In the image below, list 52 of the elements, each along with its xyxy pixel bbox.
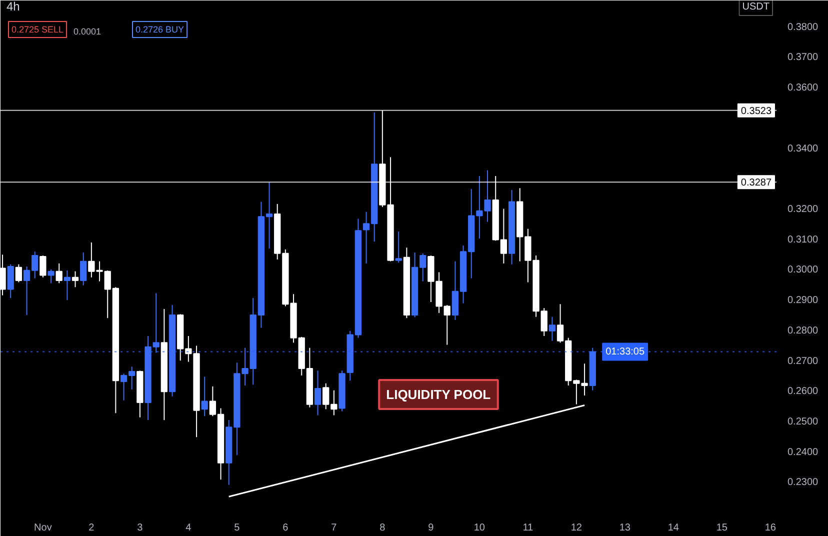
- y-tick-label: 0.3000: [788, 264, 819, 276]
- candlestick: [0, 254, 6, 296]
- candlestick: [314, 370, 322, 416]
- candlestick: [40, 255, 46, 278]
- candlestick: [548, 316, 556, 342]
- x-tick-label: 10: [474, 522, 486, 534]
- y-tick-label: 0.3800: [788, 22, 819, 33]
- y-tick-label: 0.3700: [788, 52, 819, 64]
- y-tick-label: 0.3100: [788, 234, 819, 246]
- x-tick-label: 13: [619, 522, 631, 534]
- y-tick-label: 0.3200: [788, 204, 819, 215]
- candlestick: [64, 270, 71, 301]
- annotation: 0.2726 BUY: [136, 24, 184, 34]
- candlestick: [395, 231, 402, 264]
- annotation: 0.2725 SELL: [12, 24, 64, 34]
- y-tick-label: 0.2600: [788, 386, 819, 398]
- y-tick-label: 0.2900: [788, 295, 819, 306]
- ref-line-label: 0.3523: [740, 106, 772, 117]
- x-tick-label: 5: [234, 522, 240, 534]
- y-axis-title: USDT: [742, 2, 770, 12]
- chart-title: 4h: [6, 0, 20, 14]
- annotation: 01:33:05: [606, 346, 645, 358]
- annotation: 0.0001: [74, 26, 102, 36]
- ref-line-label: 0.3287: [740, 178, 772, 189]
- x-tick-label: 7: [331, 522, 338, 534]
- x-tick-label: 3: [137, 522, 144, 534]
- x-tick-label: 2: [88, 522, 95, 534]
- x-tick-label: 8: [380, 522, 386, 534]
- y-tick-label: 0.2800: [788, 325, 819, 336]
- candlestick: [72, 270, 79, 288]
- y-tick-label: 0.3400: [788, 143, 819, 154]
- candlestick: [7, 264, 14, 299]
- candlestick: [56, 262, 62, 284]
- x-tick-label: 6: [282, 522, 289, 534]
- x-tick-label: 16: [764, 522, 776, 534]
- x-tick-label: 4: [186, 522, 192, 534]
- x-tick-label: 11: [522, 522, 534, 534]
- candlestick: [201, 376, 208, 417]
- candlestick: [15, 264, 22, 283]
- candlestick: [48, 269, 54, 284]
- y-tick-label: 0.2700: [788, 356, 819, 367]
- annotation: LIQUIDITY POOL: [386, 387, 491, 402]
- x-tick-label: 14: [668, 522, 680, 534]
- x-tick-label: 9: [428, 522, 434, 534]
- y-tick-label: 0.2300: [788, 477, 819, 488]
- x-tick-label: 12: [570, 522, 582, 534]
- y-tick-label: 0.2500: [788, 416, 819, 428]
- y-tick-label: 0.3600: [788, 82, 819, 94]
- x-tick-label: Nov: [34, 522, 52, 534]
- y-tick-label: 0.2400: [788, 446, 819, 458]
- x-tick-label: 15: [716, 522, 728, 534]
- candlestick: [80, 252, 87, 286]
